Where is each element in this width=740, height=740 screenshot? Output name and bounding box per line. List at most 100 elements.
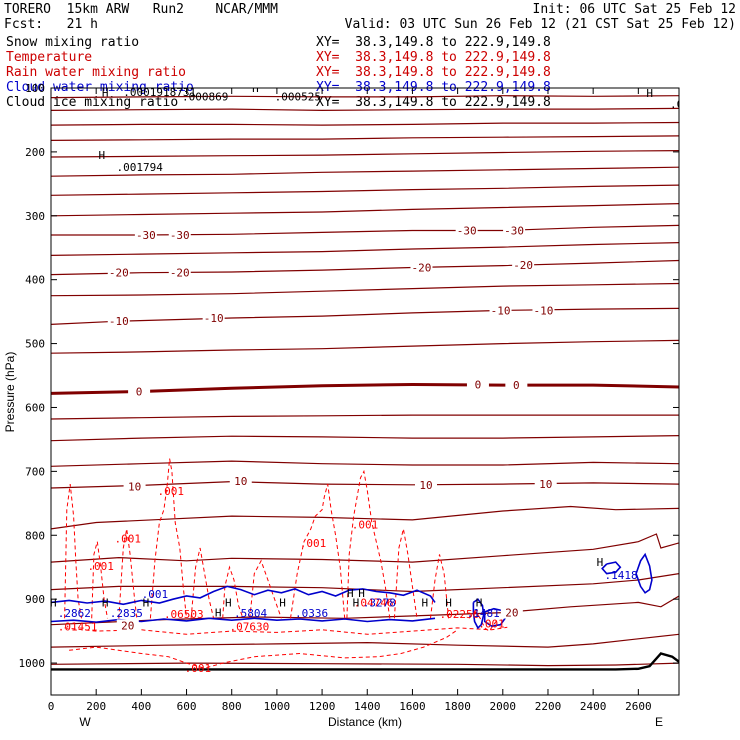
- temperature-label-bg: [168, 228, 191, 241]
- temperature-contour-label: 10: [234, 475, 247, 488]
- temperature-contour-label: 0: [475, 378, 482, 391]
- temperature-contour-label: -30: [457, 224, 477, 237]
- rain-contour: [222, 565, 244, 619]
- temperature-label-bg: [116, 619, 139, 632]
- temperature-isotherm: [51, 414, 679, 420]
- temperature-label-bg: [107, 315, 130, 328]
- y-tick-label: 800: [25, 529, 45, 542]
- temperature-isotherm: [51, 480, 679, 489]
- plot-frame: [50, 87, 680, 696]
- cloud-water-max-value: .3278: [363, 596, 396, 609]
- x-tick-label: 2400: [580, 700, 607, 713]
- temperature-contour-label: -10: [204, 312, 224, 325]
- valid-time: Valid: 03 UTC Sun 26 Feb 12 (21 CST Sat …: [344, 17, 736, 32]
- temperature-isotherm: [51, 339, 679, 354]
- cloud-water-contour: [51, 617, 436, 624]
- x-end-label-west: W: [79, 715, 91, 729]
- temperature-isotherm: [51, 460, 679, 467]
- high-marker: H: [252, 82, 259, 95]
- y-tick-label: 1000: [19, 657, 46, 670]
- temperature-label-bg: [168, 266, 191, 279]
- snow-max-value: .000869: [182, 90, 228, 103]
- rain-contour-label: .001: [115, 532, 142, 545]
- rain-contour-label: .001: [87, 560, 114, 573]
- rain-max-value: .04746: [354, 596, 394, 609]
- temperature-label-bg: [503, 224, 526, 237]
- high-marker: H: [597, 556, 604, 569]
- high-marker: H: [353, 596, 360, 609]
- temperature-contour-label: 20: [505, 607, 518, 620]
- field-xy-temperature: XY= 38.3,149.8 to 222.9,149.8: [316, 50, 551, 65]
- rain-max-value: .06503: [164, 608, 204, 621]
- x-tick-label: 2000: [490, 700, 517, 713]
- x-tick-label: 600: [177, 700, 197, 713]
- x-axis-label: Distance (km): [328, 715, 402, 729]
- field-name-temperature: Temperature: [6, 50, 93, 65]
- snow-max-value: .001794: [117, 161, 164, 174]
- temperature-label-bg: [505, 379, 528, 392]
- y-axis-label: Pressure (hPa): [3, 352, 17, 433]
- field-xy-snow: XY= 38.3,149.8 to 222.9,149.8: [316, 35, 551, 50]
- temperature-label-bg: [202, 312, 225, 325]
- temperature-contour-label: -10: [534, 304, 554, 317]
- temperature-label-bg: [534, 478, 557, 491]
- rain-contour: [149, 458, 187, 619]
- rain-contour: [393, 528, 418, 619]
- x-tick-label: 800: [222, 700, 242, 713]
- snow-max-value: .00060: [670, 98, 710, 111]
- temperature-label-bg: [134, 228, 157, 241]
- cloud-water-max-value: .1481: [467, 607, 500, 620]
- temperature-contour-label: 0: [513, 379, 520, 392]
- rain-contour-label: .001: [185, 662, 212, 675]
- cloud-water-max-value: .2835: [110, 607, 143, 620]
- temperature-label-bg: [532, 304, 555, 317]
- x-tick-label: 0: [48, 700, 55, 713]
- temperature-isotherm: [51, 95, 679, 99]
- temperature-contour-label: -30: [170, 229, 190, 242]
- x-tick-label: 1200: [309, 700, 336, 713]
- temperature-contour-label: 10: [419, 479, 432, 492]
- high-marker: H: [646, 87, 653, 100]
- high-marker: H: [50, 596, 57, 609]
- temperature-label-bg: [229, 474, 252, 487]
- x-tick-label: 1600: [399, 700, 426, 713]
- temperature-contour-label: -30: [136, 229, 156, 242]
- rain-contour: [64, 626, 508, 635]
- rain-contour: [430, 554, 450, 619]
- x-tick-label: 1400: [354, 700, 381, 713]
- high-marker: H: [347, 587, 354, 600]
- field-name-rain: Rain water mixing ratio: [6, 65, 187, 80]
- snow-max-value: .000525: [275, 90, 321, 103]
- high-marker: H: [102, 596, 109, 609]
- rain-max-value: .07630: [229, 621, 269, 634]
- ground-profile: [51, 652, 679, 671]
- temperature-isotherm: [51, 107, 679, 112]
- cloud-water-max-value: .1418: [604, 569, 637, 582]
- cloud-water-contour: [483, 607, 506, 627]
- y-tick-label: 500: [25, 338, 45, 351]
- cloud-water-max-value: .2862: [58, 607, 91, 620]
- rain-contour: [69, 629, 458, 669]
- rain-contour-label: .001: [157, 485, 184, 498]
- cloud-water-contour: [472, 598, 485, 630]
- cloud-water-max-value: .0336: [295, 607, 328, 620]
- temperature-contour-label: 10: [539, 478, 552, 491]
- field-xy-rain: XY= 38.3,149.8 to 222.9,149.8: [316, 65, 551, 80]
- temperature-label-bg: [500, 606, 523, 619]
- init-time: Init: 06 UTC Sat 25 Feb 12: [532, 2, 737, 17]
- rain-contour: [64, 484, 82, 619]
- x-tick-label: 400: [131, 700, 151, 713]
- temperature-contour-label: -30: [504, 224, 524, 237]
- temperature-isotherm: [51, 382, 679, 395]
- high-marker: H: [422, 596, 429, 609]
- temperature-contour-label: -20: [513, 259, 533, 272]
- high-marker: H: [476, 596, 483, 609]
- y-tick-label: 200: [25, 146, 45, 159]
- high-marker: H: [99, 149, 106, 162]
- cloud-water-max-value: .5804: [234, 607, 267, 620]
- temperature-isotherm: [51, 184, 679, 196]
- high-marker: H: [102, 86, 109, 99]
- temperature-label-bg: [128, 385, 151, 398]
- temperature-isotherm: [51, 435, 679, 442]
- temperature-contour-label: 20: [121, 619, 134, 632]
